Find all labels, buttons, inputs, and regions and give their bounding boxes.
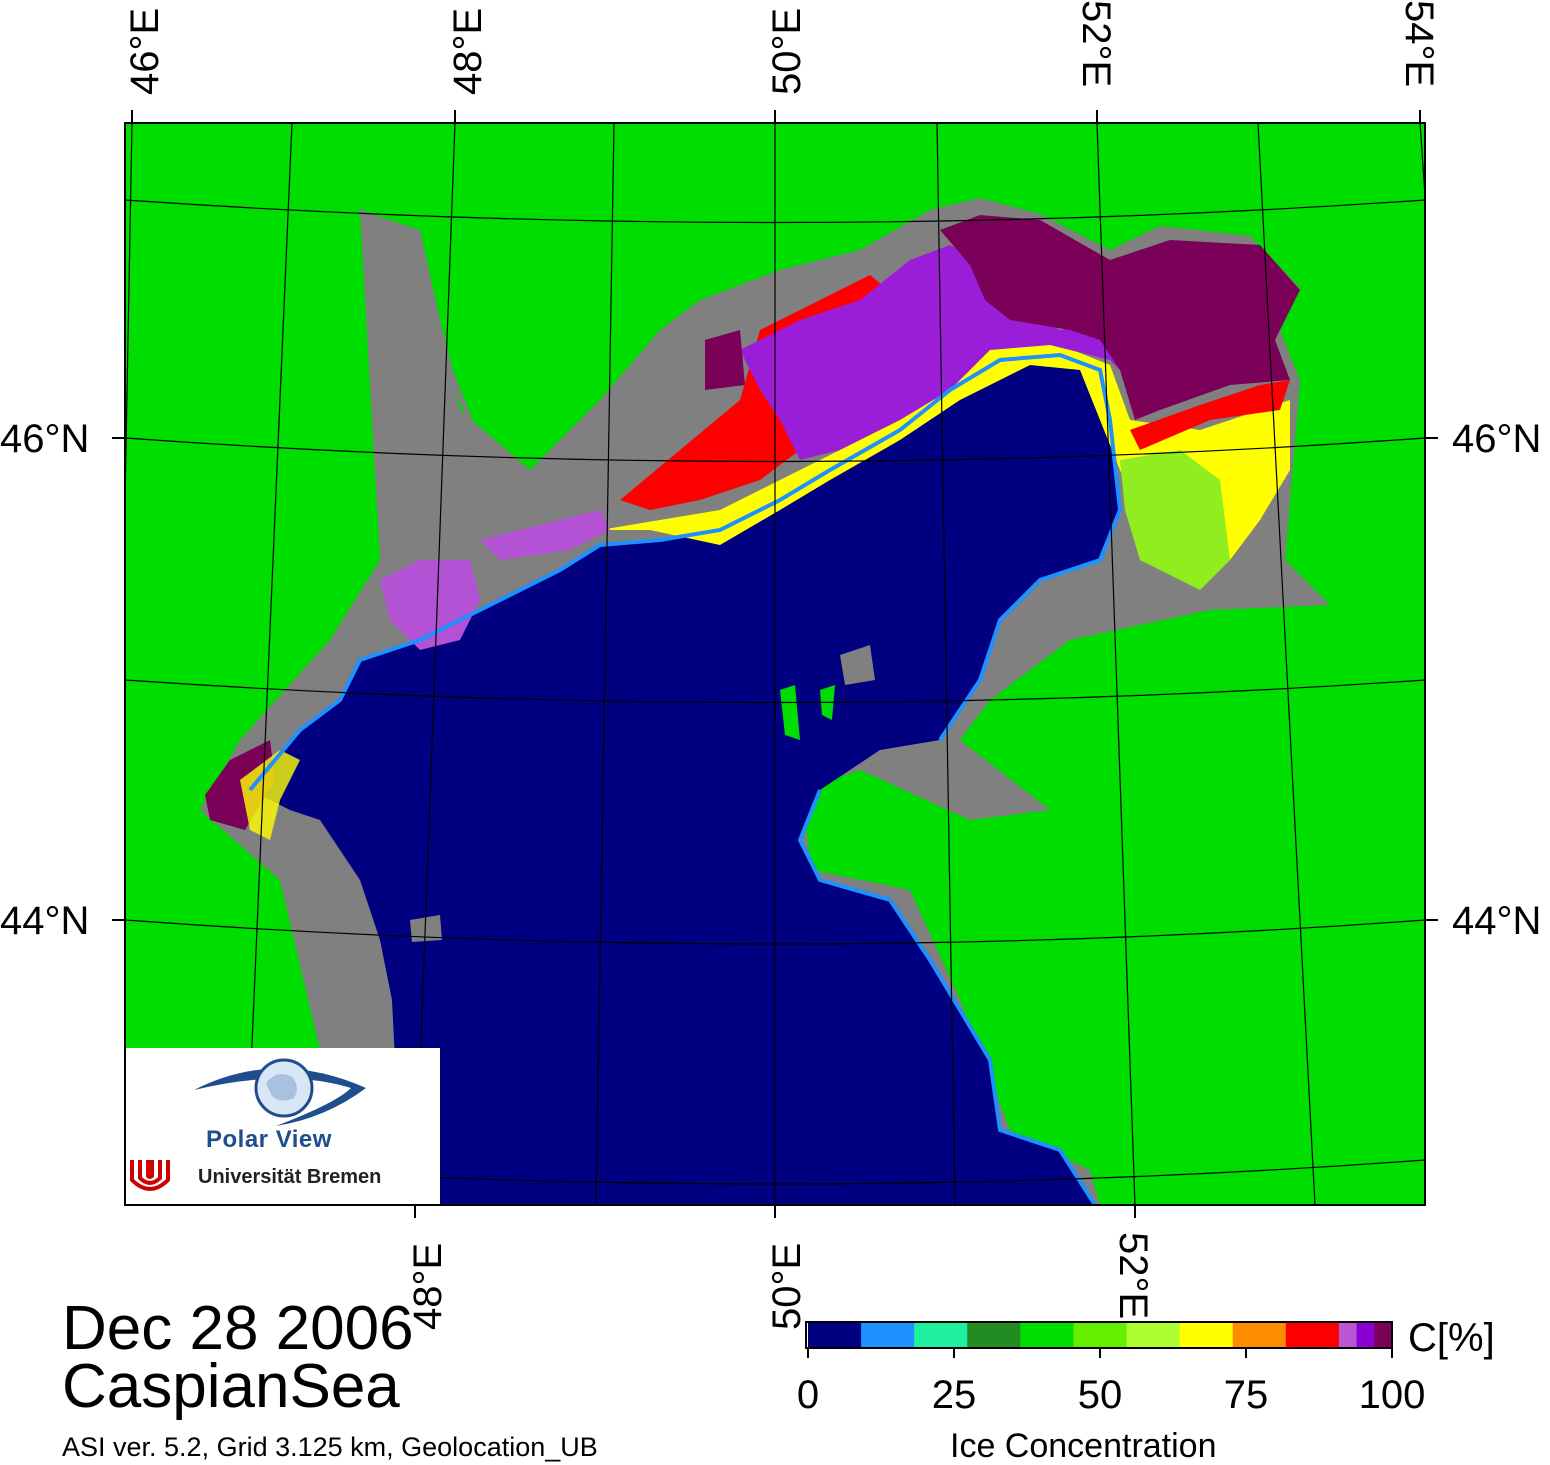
- colorbar-swatch: [967, 1323, 1021, 1347]
- shelf-edge: [248, 352, 1123, 1205]
- parallel-44n: [125, 919, 1425, 945]
- ice-purple-west: [380, 560, 480, 650]
- colorbar-swatch: [1126, 1323, 1181, 1347]
- colorbar-swatch: [1285, 1323, 1340, 1347]
- footer-info: ASI ver. 5.2, Grid 3.125 km, Geolocation…: [62, 1432, 598, 1462]
- globe-continents-icon: [266, 1074, 297, 1101]
- ice-purple-nw: [480, 510, 610, 560]
- ice-red-band-east: [1130, 380, 1290, 450]
- logo-graphic: [130, 1058, 366, 1191]
- colorbar-unit: C[%]: [1408, 1316, 1495, 1360]
- parallel-45n: [125, 679, 1425, 704]
- meridian-46e: [125, 123, 133, 535]
- bottom-lon-label-50e: 50°E: [765, 1243, 809, 1330]
- meridian-48e: [414, 123, 456, 1205]
- meridian-47e: [244, 123, 293, 1205]
- ticks: [112, 110, 1438, 1218]
- meridian-53e: [1257, 123, 1316, 1205]
- meridian-54e: [1419, 123, 1425, 204]
- top-lon-label-52e: 52°E: [1074, 0, 1118, 87]
- cbar-tick-label-0: 0: [797, 1373, 819, 1417]
- colorbar-swatch: [1232, 1323, 1287, 1347]
- right-lat-label-46n: 46°N: [1452, 417, 1541, 461]
- date-label: Dec 28 2006: [62, 1294, 414, 1363]
- right-lat-label-44n: 44°N: [1452, 899, 1541, 943]
- ice-full-north: [940, 215, 1300, 420]
- logo-title: Polar View: [206, 1126, 332, 1153]
- colorbar-title: Ice Concentration: [950, 1427, 1217, 1465]
- region-label: CaspianSea: [62, 1352, 400, 1421]
- left-lat-label-46n: 46°N: [0, 417, 89, 461]
- island: [840, 645, 875, 685]
- parallel-47n: [125, 199, 1425, 224]
- cbar-tick-label-75: 75: [1224, 1373, 1269, 1417]
- colorbar-swatch: [1073, 1323, 1128, 1347]
- bottom-lon-label-52e: 52°E: [1111, 1232, 1155, 1319]
- bremen-logo-icon: [130, 1160, 170, 1191]
- eye-icon: [194, 1068, 366, 1126]
- top-lon-label-54e: 54°E: [1397, 0, 1441, 87]
- top-lon-label-50e: 50°E: [765, 8, 809, 95]
- ice-green-band: [1120, 450, 1230, 590]
- top-lon-label-48e: 48°E: [446, 8, 490, 95]
- river: [358, 208, 473, 421]
- ice-full-nw: [705, 330, 745, 390]
- polar-view-logo: Polar View Universität Bremen: [126, 1048, 440, 1204]
- colorbar-swatch: [1356, 1323, 1375, 1347]
- ice-low-band: [600, 345, 1290, 560]
- logo-university: Universität Bremen: [198, 1166, 382, 1188]
- parallel-46n: [125, 437, 1425, 463]
- ice-purple: [740, 245, 1150, 460]
- island-small: [410, 915, 442, 942]
- top-lon-label-46e: 46°E: [123, 8, 167, 95]
- meridian-51e: [936, 123, 956, 1205]
- cbar-tick-label-25: 25: [932, 1373, 977, 1417]
- colorbar-swatch: [1020, 1323, 1074, 1347]
- ice-edge-west: [240, 750, 300, 840]
- meridian-52e: [1096, 123, 1136, 1205]
- colorbar-ticks: [807, 1348, 1393, 1358]
- bottom-lon-label-48e: 48°E: [406, 1243, 450, 1330]
- colorbar-swatch: [861, 1323, 915, 1347]
- colorbar-swatch: [808, 1323, 862, 1347]
- cbar-tick-label-50: 50: [1078, 1373, 1123, 1417]
- left-lat-label-44n: 44°N: [0, 899, 89, 943]
- colorbar: [808, 1323, 1393, 1347]
- colorbar-swatch: [1179, 1323, 1234, 1347]
- colorbar-swatch: [1374, 1323, 1393, 1347]
- meridian-49e: [595, 123, 615, 1205]
- caspian-sea: [250, 355, 1120, 1205]
- colorbar-swatch: [1338, 1323, 1358, 1347]
- island-green: [780, 685, 835, 740]
- colorbar-swatch: [914, 1323, 968, 1347]
- cbar-tick-label-100: 100: [1359, 1373, 1426, 1417]
